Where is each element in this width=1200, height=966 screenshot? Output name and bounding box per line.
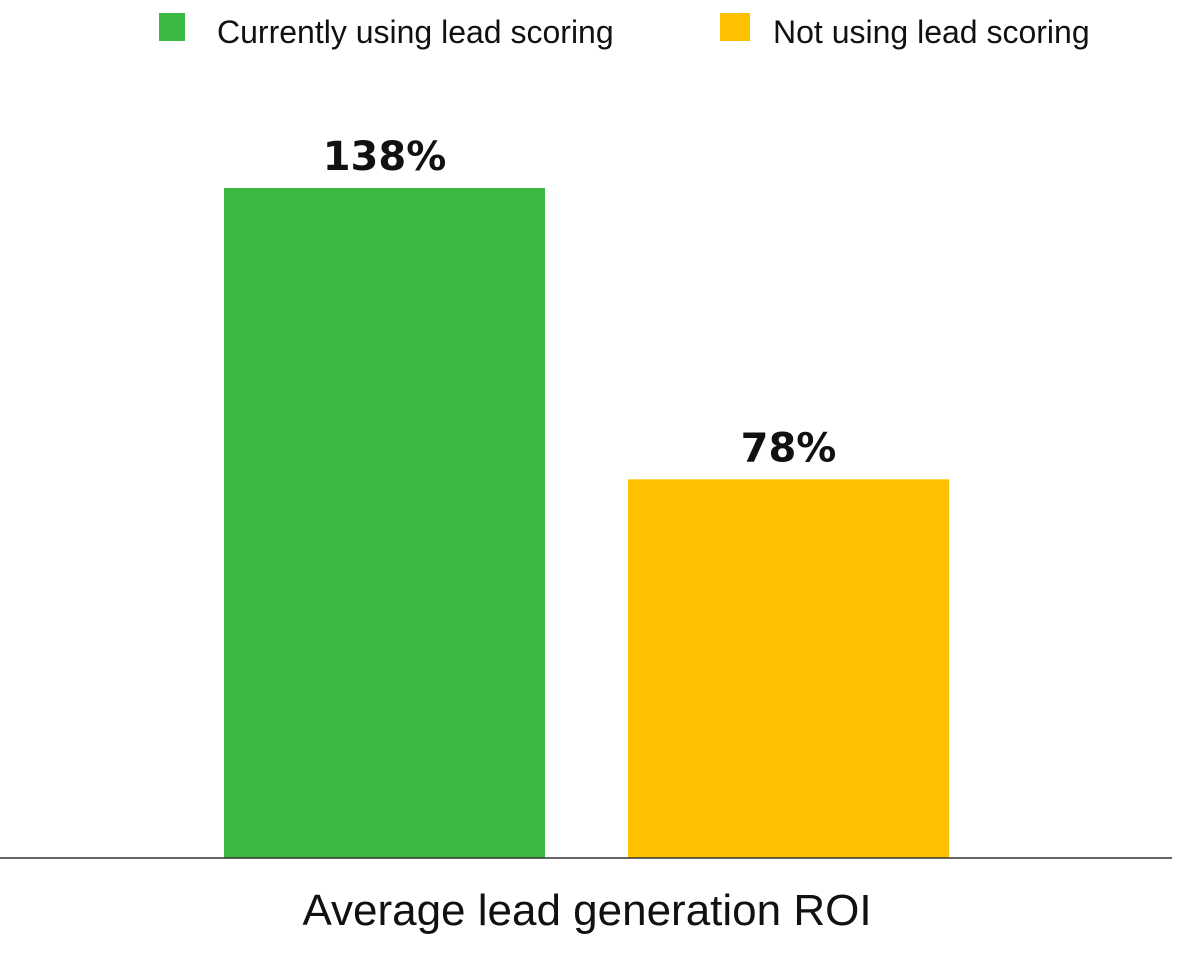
value-label-not-using: 78% — [741, 425, 837, 471]
legend: Currently using lead scoring Not using l… — [159, 13, 1090, 50]
bar-not-using — [628, 479, 949, 858]
value-label-currently-using: 138% — [323, 134, 447, 180]
x-axis-label: Average lead generation ROI — [302, 886, 871, 935]
legend-label-not-using: Not using lead scoring — [773, 14, 1090, 50]
legend-label-currently-using: Currently using lead scoring — [217, 14, 614, 50]
bar-currently-using — [224, 188, 545, 858]
legend-swatch-currently-using — [159, 13, 185, 41]
legend-swatch-not-using — [720, 13, 750, 41]
